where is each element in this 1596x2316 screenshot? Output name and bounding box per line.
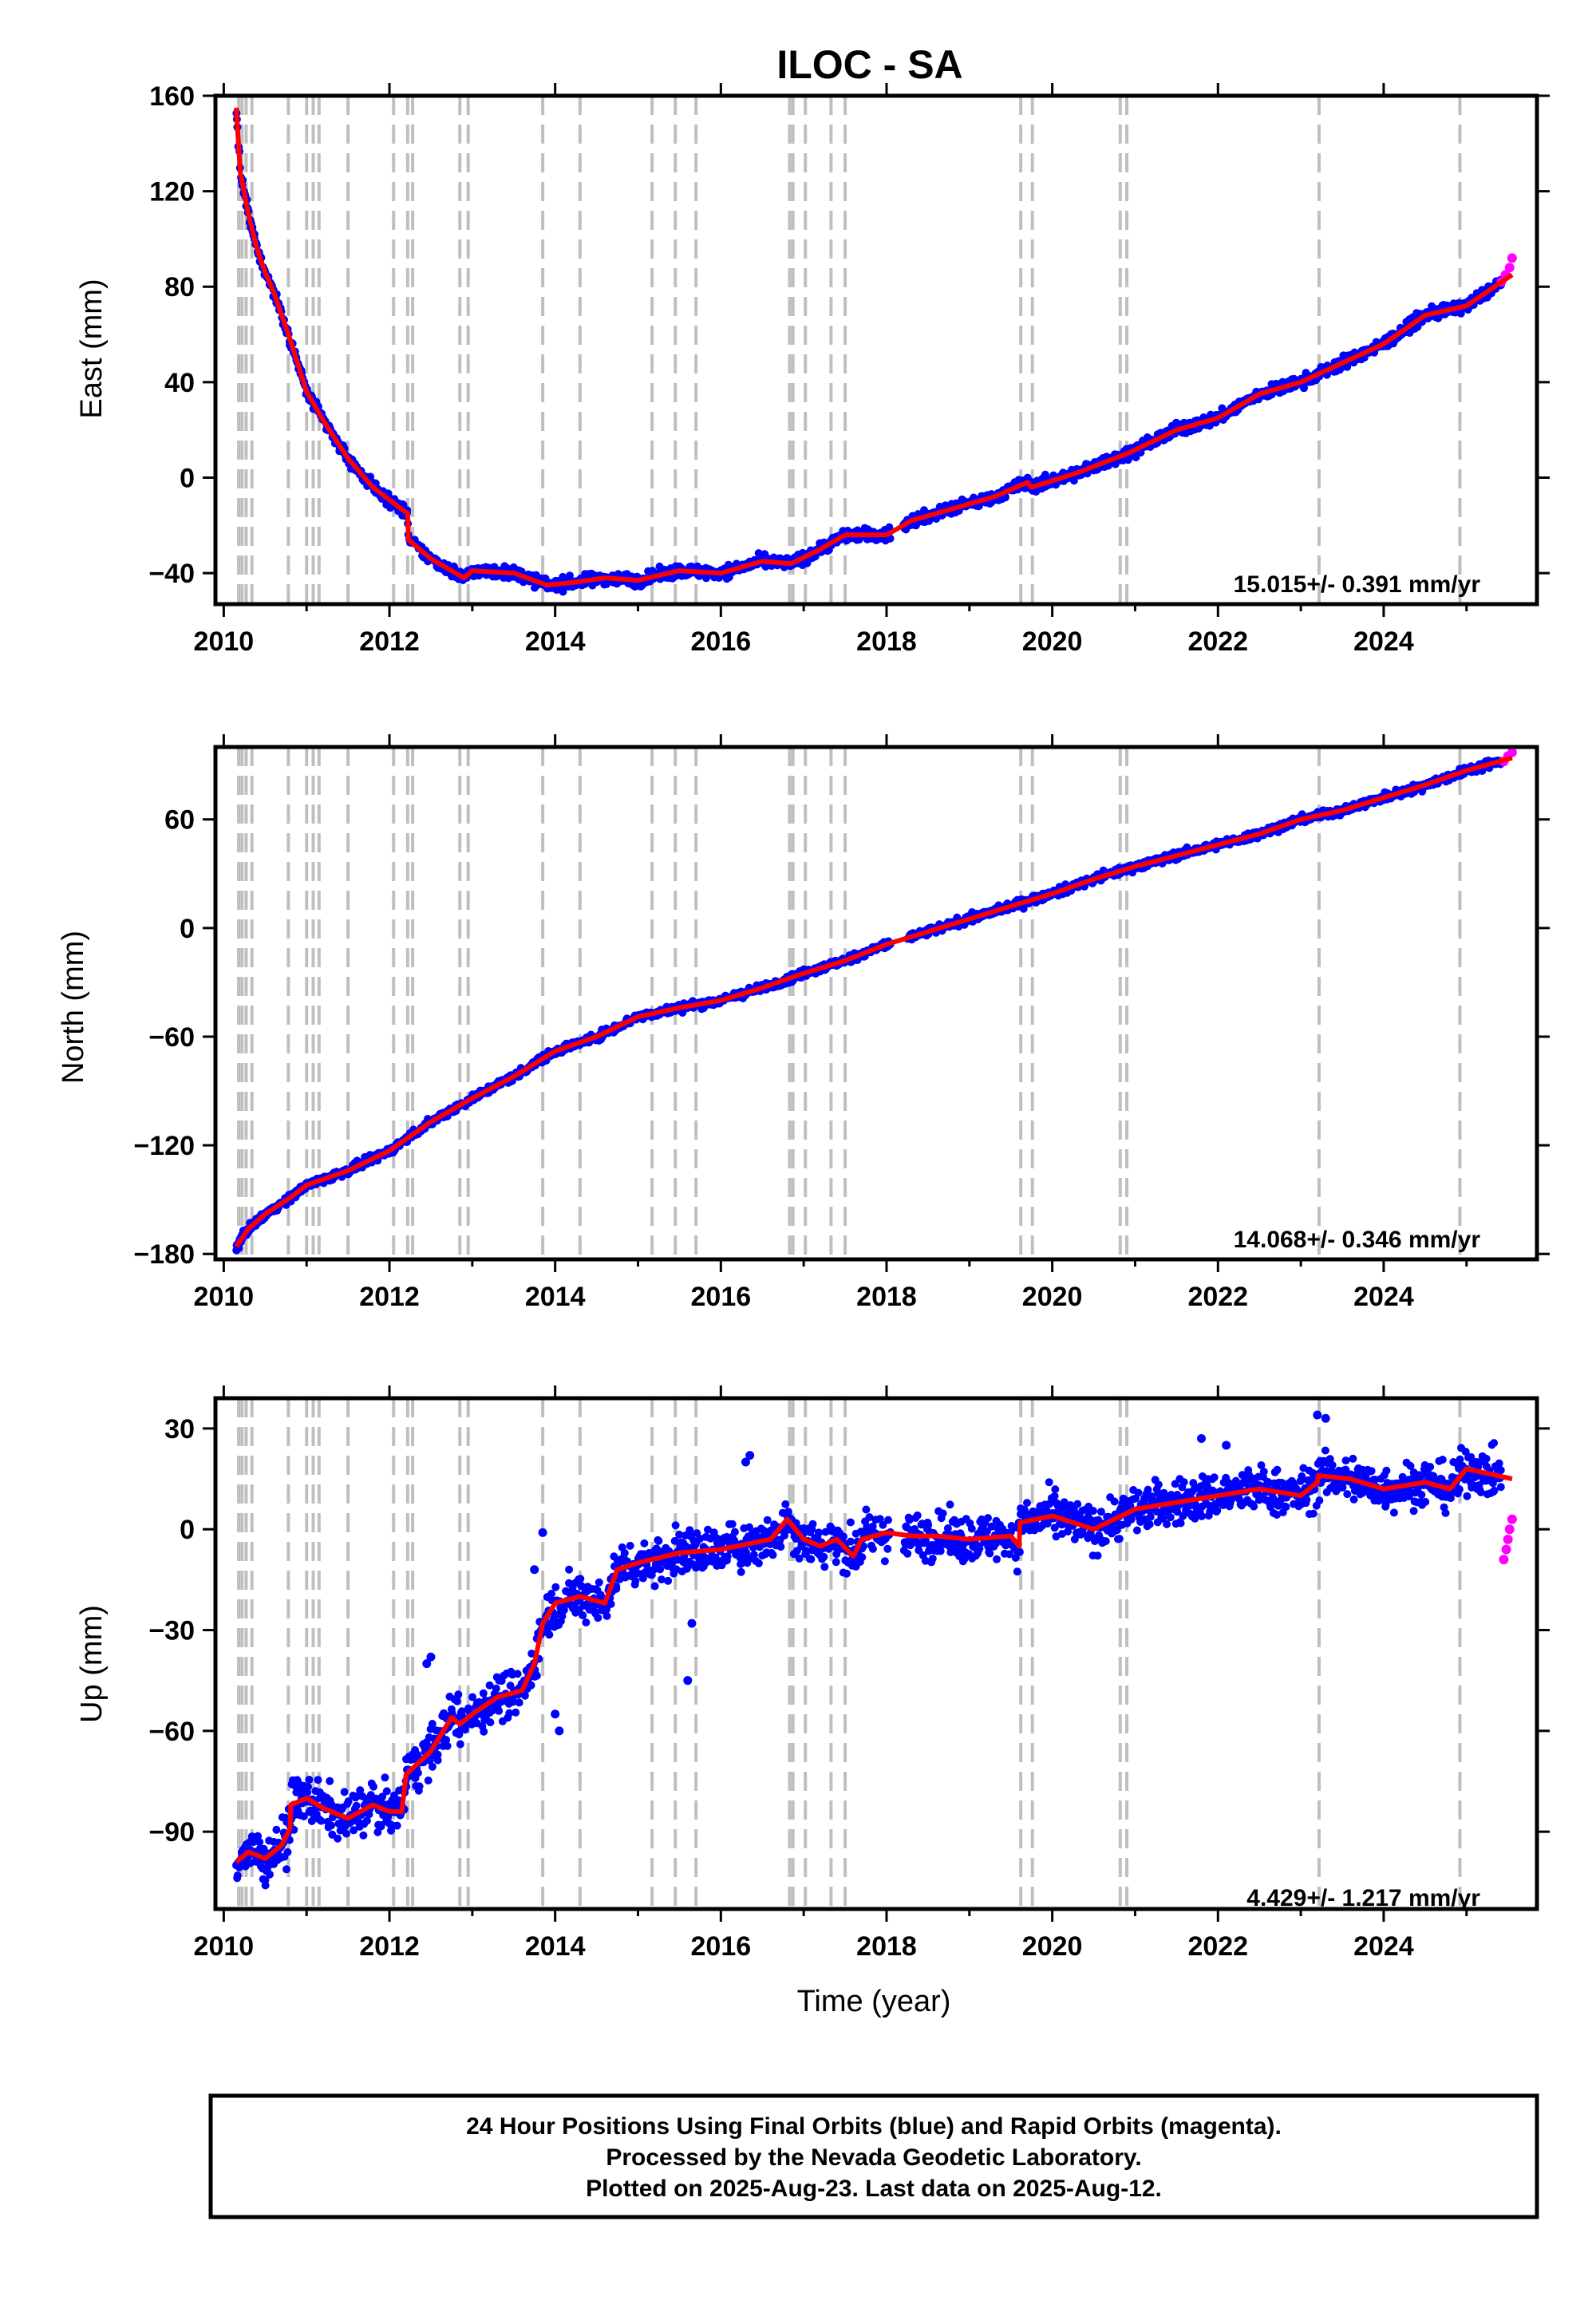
final-orbit-points	[232, 109, 1505, 596]
model-fit-curve	[234, 755, 1513, 1248]
y-tick-label: 0	[180, 1515, 195, 1545]
plot-frame	[213, 93, 1539, 607]
y-tick-label: −40	[148, 559, 195, 589]
rapid-orbit-point	[1499, 1555, 1509, 1565]
caption-box: 24 Hour Positions Using Final Orbits (bl…	[208, 2093, 1539, 2219]
model-fit-line	[234, 755, 1513, 1248]
x-tick-label: 2010	[194, 1931, 255, 1962]
final-orbit-dots	[232, 109, 1505, 596]
x-tick-label: 2018	[856, 626, 917, 657]
x-tick-label: 2024	[1353, 1931, 1414, 1962]
y-tick-label: −30	[148, 1616, 195, 1646]
x-tick-label: 2022	[1187, 626, 1248, 657]
x-tick-label: 2020	[1022, 1282, 1083, 1312]
x-tick-label: 2012	[359, 1931, 420, 1962]
outlier-point	[683, 1676, 693, 1686]
east-axes: 2010 2012 2014 2016 2018 2020 2022 2024 −40 0 40 80…	[148, 81, 1550, 657]
outlier-point	[1321, 1413, 1330, 1423]
rapid-orbit-point	[1507, 1514, 1517, 1524]
x-tick-label: 2018	[856, 1931, 917, 1962]
north-axes: 2010 2012 2014 2016 2018 2020 2022 2024 −180 −120…	[133, 734, 1550, 1312]
outlier-point	[530, 1565, 539, 1575]
x-tick-label: 2016	[691, 1931, 752, 1962]
final-orbit-dots	[232, 756, 1506, 1255]
model-fit-curve	[235, 1466, 1513, 1864]
outlier-point	[1222, 1441, 1231, 1450]
final-orbit-points	[232, 1410, 1505, 1890]
final-orbit-points	[232, 756, 1506, 1255]
rapid-orbit-point	[1503, 1534, 1513, 1544]
model-fit-line	[234, 107, 1514, 588]
x-tick-label: 2024	[1353, 626, 1414, 657]
y-tick-label: 0	[180, 914, 195, 944]
outlier-point	[1197, 1434, 1207, 1444]
rapid-orbit-point	[1507, 747, 1517, 757]
y-tick-label: 60	[164, 805, 195, 836]
x-tick-label: 2012	[359, 626, 420, 657]
plot-frame	[213, 1396, 1539, 1911]
east-panel: 2010 2012 2014 2016 2018 2020 2022 2024 −40 0 40 80…	[75, 81, 1550, 657]
plot-frame	[213, 745, 1539, 1262]
outlier-point	[687, 1618, 697, 1628]
y-tick-label: 40	[164, 368, 195, 398]
x-axis-label: Time (year)	[797, 1985, 951, 2018]
outlier-point	[538, 1528, 547, 1537]
x-tick-label: 2018	[856, 1282, 917, 1312]
x-tick-label: 2016	[691, 626, 752, 657]
y-tick-label: −180	[133, 1239, 195, 1270]
x-tick-label: 2022	[1187, 1282, 1248, 1312]
outlier-point	[1313, 1410, 1322, 1420]
y-tick-label: −60	[148, 1022, 195, 1053]
outlier-point	[551, 1709, 560, 1719]
y-tick-label: −60	[148, 1717, 195, 1747]
outlier-point	[426, 1652, 436, 1662]
x-tick-label: 2022	[1187, 1931, 1248, 1962]
model-fit-curve	[234, 107, 1514, 588]
outlier-point	[745, 1451, 755, 1460]
final-orbit-dots	[232, 1439, 1505, 1890]
rapid-orbit-point	[1501, 1544, 1511, 1555]
north-panel: 2010 2012 2014 2016 2018 2020 2022 2024 −180 −120…	[57, 734, 1550, 1312]
x-tick-label: 2012	[359, 1282, 420, 1312]
east-y-axis-label: East (mm)	[75, 279, 109, 418]
x-tick-label: 2024	[1353, 1282, 1414, 1312]
x-tick-label: 2014	[525, 1282, 586, 1312]
outlier-point	[741, 1457, 750, 1467]
caption-line-1: 24 Hour Positions Using Final Orbits (bl…	[466, 2113, 1282, 2140]
caption-line-3: Plotted on 2025-Aug-23. Last data on 202…	[586, 2176, 1162, 2202]
y-tick-label: 160	[149, 81, 195, 112]
rapid-orbit-point	[1504, 1524, 1515, 1535]
x-tick-label: 2010	[194, 626, 255, 657]
rapid-orbit-point	[1504, 263, 1515, 273]
figure-title: ILOC - SA	[776, 42, 962, 87]
caption-frame	[208, 2093, 1539, 2219]
outlier-point	[422, 1659, 432, 1669]
y-tick-label: 0	[180, 463, 195, 493]
east-rate-label: 15.015+/- 0.391 mm/yr	[1234, 571, 1481, 598]
y-tick-label: 120	[149, 177, 195, 207]
x-tick-label: 2020	[1022, 1931, 1083, 1962]
rapid-orbit-point	[1507, 253, 1517, 263]
up-axes: 2010 2012 2014 2016 2018 2020 2022 2024 −90 −60 −3…	[148, 1385, 1550, 1962]
caption-line-2: Processed by the Nevada Geodetic Laborat…	[606, 2144, 1141, 2171]
model-fit-line	[235, 1466, 1513, 1864]
rapid-orbit-points	[1499, 1514, 1517, 1565]
x-tick-label: 2014	[525, 626, 586, 657]
y-tick-label: −120	[133, 1131, 195, 1161]
north-rate-label: 14.068+/- 0.346 mm/yr	[1234, 1227, 1481, 1253]
x-tick-label: 2014	[525, 1931, 586, 1962]
up-panel: 2010 2012 2014 2016 2018 2020 2022 2024 −90 −60 −3…	[75, 1385, 1550, 1962]
north-y-axis-label: North (mm)	[57, 931, 90, 1084]
outlier-point	[555, 1726, 564, 1736]
y-tick-label: −90	[148, 1817, 195, 1848]
x-tick-label: 2010	[194, 1282, 255, 1312]
y-tick-label: 30	[164, 1414, 195, 1445]
x-tick-label: 2020	[1022, 626, 1083, 657]
up-rate-label: 4.429+/- 1.217 mm/yr	[1246, 1885, 1480, 1911]
y-tick-label: 80	[164, 272, 195, 302]
x-tick-label: 2016	[691, 1282, 752, 1312]
up-y-axis-label: Up (mm)	[75, 1605, 109, 1723]
